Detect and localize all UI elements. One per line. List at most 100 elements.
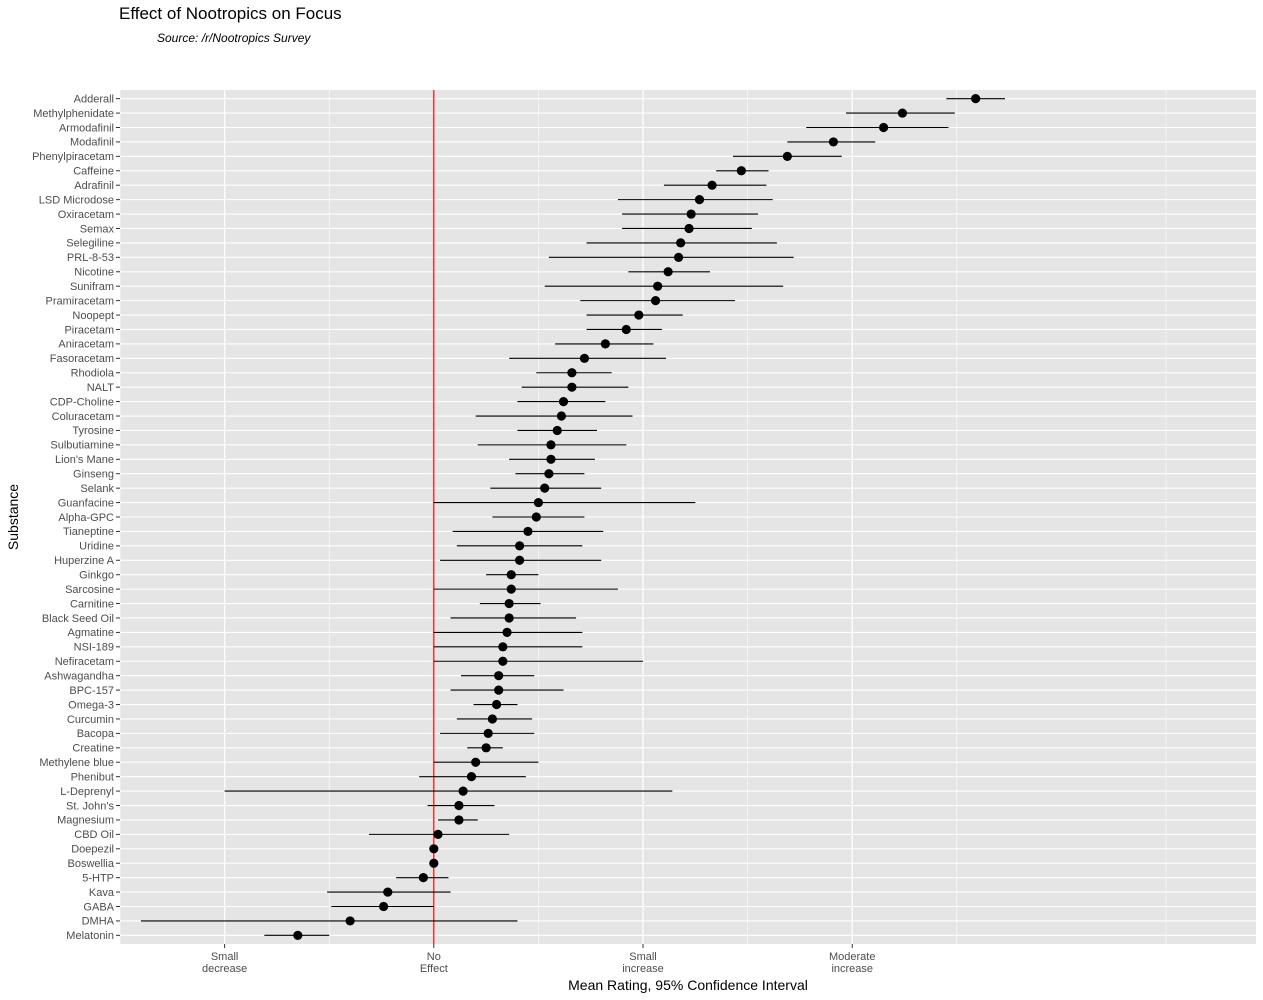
y-tick-label: Curcumin	[67, 714, 114, 726]
y-tick-label: Semax	[80, 223, 115, 235]
y-tick-label: Agmatine	[68, 627, 114, 639]
y-tick-label: Fasoracetam	[50, 353, 114, 365]
y-tick-label: NALT	[87, 382, 115, 394]
y-tick-label: Kava	[89, 887, 115, 899]
y-tick-label: Sunifram	[70, 281, 114, 293]
chart-subtitle: Source: /r/Nootropics Survey	[157, 31, 311, 45]
y-tick-label: Sulbutiamine	[50, 440, 114, 452]
y-tick-label: Tianeptine	[63, 526, 114, 538]
mean-point	[663, 267, 673, 277]
y-tick-label: Melatonin	[66, 930, 114, 942]
y-tick-label: Sarcosine	[65, 584, 114, 596]
y-tick-label: Creatine	[72, 743, 114, 755]
mean-point	[634, 310, 644, 320]
mean-point	[506, 584, 516, 594]
y-tick-label: Doepezil	[71, 844, 114, 856]
mean-point	[504, 613, 514, 623]
x-tick-label: Small	[629, 951, 657, 963]
mean-point	[494, 671, 504, 681]
mean-point	[694, 195, 705, 205]
y-tick-label: Armodafinil	[59, 122, 114, 134]
x-tick-label: increase	[831, 963, 873, 975]
mean-point	[523, 526, 533, 537]
mean-point	[293, 930, 303, 940]
data-marks	[140, 94, 1005, 940]
y-tick-label: CBD Oil	[74, 829, 114, 841]
y-tick-label: Black Seed Oil	[42, 613, 114, 625]
y-tick-label: Adderall	[74, 93, 114, 105]
mean-point	[531, 512, 541, 522]
y-tick-label: CDP-Choline	[50, 396, 114, 408]
mean-point	[556, 411, 567, 421]
y-tick-label: Pramiracetam	[46, 295, 114, 307]
x-tick-label: increase	[622, 963, 664, 975]
mean-point	[345, 916, 355, 926]
y-tick-label: Modafinil	[70, 137, 114, 149]
mean-point	[471, 757, 481, 767]
mean-point	[418, 873, 428, 883]
y-tick-label: Phenylpiracetam	[32, 151, 114, 163]
mean-point	[483, 728, 493, 738]
mean-point	[546, 440, 556, 450]
y-tick-label: Adrafinil	[74, 180, 114, 192]
mean-point	[676, 238, 686, 248]
y-tick-label: Ginkgo	[79, 570, 114, 582]
y-tick-label: BPC-157	[69, 685, 114, 697]
mean-point	[491, 699, 502, 710]
y-tick-label: Coluracetam	[52, 411, 114, 423]
y-tick-label: Carnitine	[70, 598, 114, 610]
y-tick-label: Lion's Mane	[55, 454, 114, 466]
mean-point	[429, 844, 439, 854]
mean-point	[546, 454, 556, 464]
y-tick-label: Omega-3	[68, 699, 114, 711]
x-tick-label: decrease	[202, 963, 247, 975]
mean-point	[466, 772, 477, 782]
mean-point	[498, 656, 508, 666]
x-tick-label: No	[427, 951, 441, 963]
mean-point	[481, 743, 491, 753]
y-tick-label: Tyrosine	[72, 425, 114, 437]
y-tick-label: Phenibut	[71, 771, 114, 783]
mean-point	[514, 541, 525, 551]
mean-point	[454, 815, 464, 825]
mean-point	[621, 324, 631, 335]
mean-point	[567, 368, 577, 378]
mean-point	[971, 94, 981, 104]
mean-point	[782, 151, 792, 161]
x-tick-label: Effect	[420, 963, 448, 975]
y-tick-label: Guanfacine	[58, 497, 114, 509]
mean-point	[653, 281, 663, 291]
mean-point	[579, 353, 590, 363]
mean-point	[433, 829, 443, 839]
y-tick-label: Nefiracetam	[55, 656, 114, 668]
mean-point	[498, 642, 508, 652]
y-tick-label: Alpha-GPC	[58, 512, 114, 524]
mean-point	[383, 887, 393, 897]
mean-point	[429, 858, 439, 868]
y-tick-label: NSI-189	[74, 642, 114, 654]
mean-point	[540, 483, 550, 493]
y-tick-label: Boswellia	[68, 858, 115, 870]
mean-point	[879, 122, 889, 133]
y-tick-label: Huperzine A	[54, 555, 115, 567]
mean-point	[897, 108, 908, 118]
y-tick-label: L-Deprenyl	[60, 786, 114, 798]
y-tick-label: Oxiracetam	[58, 209, 114, 221]
mean-point	[650, 296, 661, 306]
mean-point	[506, 570, 516, 580]
y-axis: Adderall Methylphenidate Armodafinil Modafi…	[32, 93, 120, 942]
y-tick-label: Magnesium	[57, 815, 114, 827]
mean-point	[487, 714, 497, 724]
mean-point	[504, 598, 514, 609]
mean-point	[494, 685, 504, 695]
y-tick-label: Methylene blue	[39, 757, 114, 769]
chart-title: Effect of Nootropics on Focus	[119, 4, 342, 23]
y-tick-label: Ashwagandha	[44, 670, 115, 682]
y-tick-label: Nicotine	[74, 267, 114, 279]
y-tick-label: 5-HTP	[82, 872, 114, 884]
y-tick-label: Methylphenidate	[33, 108, 114, 120]
y-tick-label: Aniracetam	[58, 339, 114, 351]
mean-point	[454, 800, 464, 811]
y-tick-label: PRL-8-53	[67, 252, 114, 264]
